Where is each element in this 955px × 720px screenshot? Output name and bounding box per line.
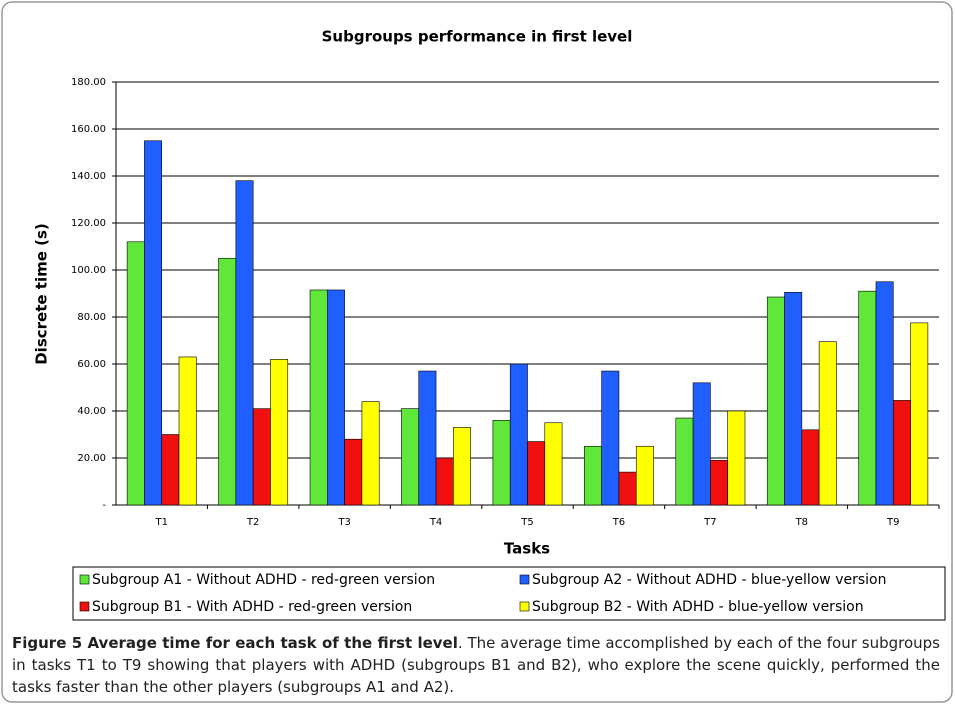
legend-swatch [79,601,90,612]
bar [818,341,837,506]
legend-label: Subgroup B1 - With ADHD - red-green vers… [92,599,412,615]
x-tick-label: T4 [429,517,442,528]
bar [675,417,694,506]
x-tick-label: T5 [520,517,533,528]
frame [1,1,953,703]
bar [344,438,363,506]
bar [270,358,289,506]
legend-label: Subgroup A1 - Without ADHD - red-green v… [92,572,435,588]
bar [252,408,271,506]
bar [327,289,345,506]
y-tick-label: 20.00 [77,453,106,464]
bar [126,241,145,506]
bar [601,370,620,506]
bar [710,460,728,506]
bar [858,290,877,506]
bar [178,356,197,506]
bar [361,401,380,506]
bar [401,408,420,506]
bar [692,382,711,506]
y-tick-label: 140.00 [71,171,106,182]
caption-title: Figure 5 Average time for each task of t… [12,634,458,652]
bar [235,180,254,506]
bar [618,471,637,506]
y-tick-label: - [102,500,106,511]
bar [766,296,785,506]
y-tick-label: 40.00 [77,406,106,417]
bar [910,322,929,506]
bar [784,292,803,506]
legend-swatch [519,574,530,585]
bar [544,422,563,506]
legend-box [72,566,946,621]
bar [435,457,454,506]
bar [418,370,437,506]
bar [161,434,180,506]
bar [453,427,471,506]
bar [527,441,546,506]
bar [875,281,894,506]
bar [144,140,163,506]
x-tick-label: T2 [246,517,259,528]
x-tick-label: T6 [612,517,625,528]
legend-swatch [79,574,90,585]
caption-text: . The average time accomplished by each … [12,634,940,696]
bar [892,400,911,506]
x-tick-label: T3 [337,517,350,528]
bar [492,420,511,506]
bar [727,410,746,506]
bar [635,445,654,506]
y-tick-label: 120.00 [71,218,106,229]
x-axis-title: Tasks [504,540,550,558]
x-tick-label: T7 [703,517,716,528]
legend-swatch [519,601,530,612]
y-tick-label: 80.00 [77,312,106,323]
x-tick-label: T9 [886,517,899,528]
chart-title: Subgroups performance in first level [322,28,633,46]
bar [509,363,528,506]
y-axis-title: Discrete time (s) [33,223,51,365]
y-tick-label: 180.00 [71,77,106,88]
caption: Figure 5 Average time for each task of t… [12,632,940,698]
bar [218,257,237,506]
x-tick-label: T8 [795,517,808,528]
bar [801,429,820,506]
y-tick-label: 160.00 [71,124,106,135]
y-tick-label: 60.00 [77,359,106,370]
legend-label: Subgroup B2 - With ADHD - blue-yellow ve… [532,599,864,615]
y-tick-label: 100.00 [71,265,106,276]
x-tick-label: T1 [154,517,167,528]
bar [584,445,602,506]
legend-label: Subgroup A2 - Without ADHD - blue-yellow… [532,572,886,588]
bar [309,289,328,506]
